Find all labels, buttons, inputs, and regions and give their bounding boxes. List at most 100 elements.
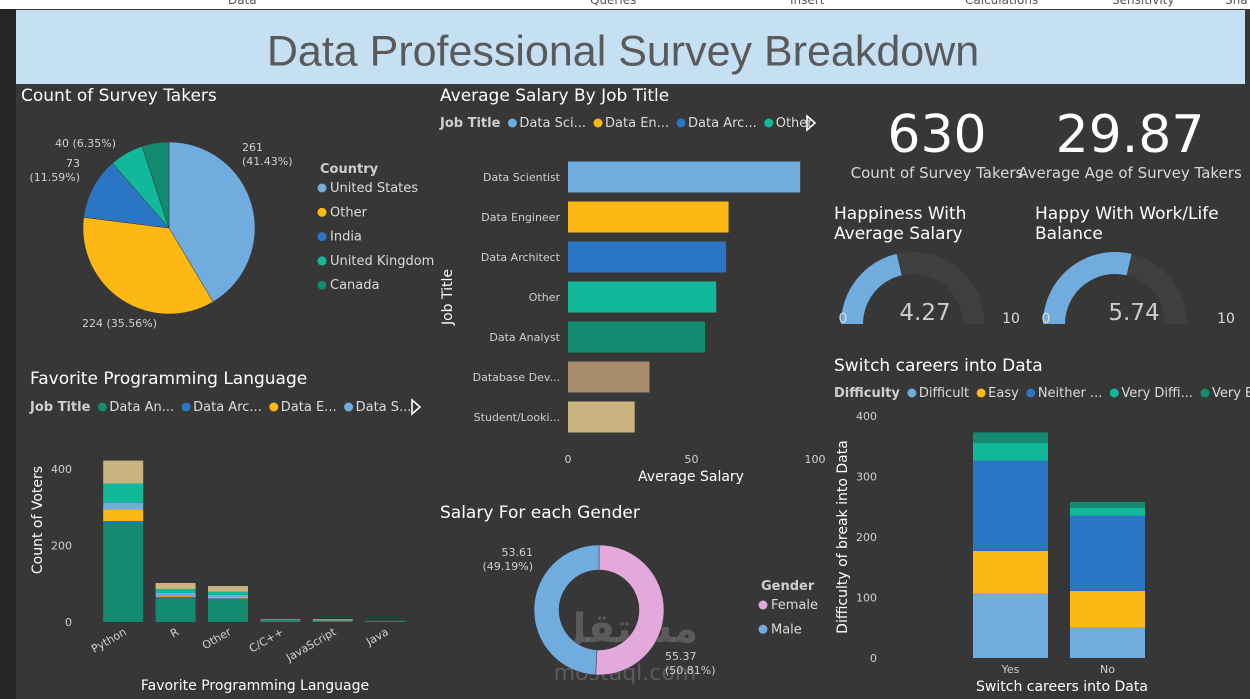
- y-tick-label: 400: [856, 410, 877, 423]
- legend-swatch: [593, 118, 603, 128]
- bar-segment: [973, 432, 1048, 443]
- pie-slice: [83, 162, 170, 229]
- dashboard-title: Data Professional Survey Breakdown: [267, 27, 979, 75]
- bar-segment: [103, 509, 144, 522]
- y-axis-label: Difficulty of break into Data: [835, 440, 851, 634]
- bar-segment: [155, 589, 196, 593]
- chart-title: Average Salary By Job Title: [440, 86, 669, 106]
- data-label: 73 (11.59%): [29, 157, 80, 184]
- chart-title: Favorite Programming Language: [30, 369, 307, 389]
- card-label: Average Age of Survey Takers: [1018, 164, 1242, 182]
- x-tick-label: No: [1100, 663, 1115, 676]
- legend-entry: Data Arc...: [688, 116, 757, 131]
- legend-entry: Very E...: [1212, 386, 1250, 401]
- chart-title: Count of Survey Takers: [21, 86, 217, 106]
- menu-bar: [0, 0, 1250, 9]
- legend-entry: Male: [771, 622, 802, 637]
- legend-swatch: [1109, 388, 1119, 398]
- y-tick-label: 300: [856, 471, 877, 484]
- pie-slice: [82, 217, 214, 315]
- legend-swatch: [317, 207, 327, 217]
- gauge-fill: [841, 253, 902, 324]
- legend-entry: Other: [330, 205, 368, 220]
- bar-segment: [208, 586, 248, 592]
- bar: [568, 321, 706, 353]
- title-banner: [16, 10, 1245, 84]
- y-tick-label: Student/Looki...: [474, 411, 560, 424]
- bar-segment: [1070, 590, 1145, 628]
- data-label: 224 (35.56%): [82, 317, 157, 330]
- legend-title: Gender: [761, 579, 815, 594]
- bar-segment: [1070, 507, 1145, 516]
- gauge-title: Happy With Work/Life Balance: [1035, 204, 1219, 244]
- bar-segment: [312, 619, 353, 621]
- legend-scroll-arrow: [806, 114, 817, 132]
- legend-swatch: [1200, 388, 1210, 398]
- bar-segment: [208, 599, 248, 622]
- y-axis-label: Count of Voters: [30, 466, 46, 574]
- x-tick-label: 100: [805, 453, 826, 466]
- legend-entry: Data En...: [605, 116, 669, 131]
- y-tick-label: 100: [856, 592, 877, 605]
- gauge-min: 0: [1042, 311, 1051, 327]
- gauge-min: 0: [839, 311, 848, 327]
- bar-segment: [365, 621, 406, 622]
- bar-segment: [155, 582, 196, 590]
- bar-segment: [103, 502, 144, 510]
- legend-title: Job Title: [439, 116, 501, 131]
- bar-segment: [260, 620, 301, 622]
- legend-swatch: [1026, 388, 1036, 398]
- card-value: 630: [887, 105, 986, 165]
- legend-swatch: [676, 118, 686, 128]
- y-tick-label: Other: [529, 291, 561, 304]
- bar-segment: [973, 442, 1048, 461]
- legend-entry: Data E...: [281, 400, 337, 415]
- menu-item: Calculations: [965, 0, 1038, 7]
- card-label: Count of Survey Takers: [851, 164, 1024, 182]
- donut-segment: [533, 544, 600, 676]
- bar-segment: [208, 591, 248, 595]
- legend-entry: Neither ...: [1038, 386, 1103, 401]
- y-tick-label: 0: [870, 652, 877, 665]
- chart-title: Salary For each Gender: [440, 503, 640, 523]
- bar-segment: [312, 620, 353, 622]
- bar-segment: [1070, 627, 1145, 658]
- legend-swatch: [344, 402, 354, 412]
- legend-entry: Very Diffi...: [1121, 386, 1193, 401]
- legend-swatch: [976, 388, 986, 398]
- legend-title: Difficulty: [834, 386, 900, 401]
- y-tick-label: 400: [51, 463, 72, 476]
- bar: [568, 281, 717, 313]
- bar-segment: [1070, 501, 1145, 508]
- menu-item: Sha: [1225, 0, 1248, 7]
- bar: [568, 161, 801, 193]
- x-axis-label: Average Salary: [638, 469, 744, 485]
- gauge-value: 4.27: [899, 300, 950, 326]
- data-label: 55.37 (50.81%): [665, 650, 716, 677]
- pie-slice: [168, 141, 256, 303]
- legend-entry: United States: [330, 181, 418, 196]
- legend-swatch: [269, 402, 279, 412]
- y-tick-label: 200: [51, 540, 72, 553]
- bar-segment: [155, 592, 196, 596]
- pie-slice: [141, 141, 170, 229]
- legend-entry: Data Sci...: [519, 116, 586, 131]
- legend-entry: India: [330, 230, 362, 245]
- bar-segment: [103, 521, 144, 523]
- menu: Data Queries Insert Calculations Sensitivity…: [228, 0, 1248, 7]
- menu-item: Queries: [590, 0, 636, 7]
- x-tick-label: 50: [685, 453, 699, 466]
- legend-entry: Canada: [330, 278, 379, 293]
- legend-swatch: [181, 402, 191, 412]
- left-strip: [0, 0, 16, 699]
- bar-segment: [103, 522, 144, 622]
- card-value: 29.87: [1056, 105, 1205, 165]
- legend-swatch: [317, 183, 327, 193]
- bar-segment: [208, 597, 248, 599]
- x-axis-label: Switch careers into Data: [976, 679, 1148, 695]
- bar-segment: [155, 595, 196, 597]
- legend-entry: Data An...: [109, 400, 174, 415]
- legend-entry: Other: [776, 116, 814, 131]
- legend-entry: Data S...: [356, 400, 412, 415]
